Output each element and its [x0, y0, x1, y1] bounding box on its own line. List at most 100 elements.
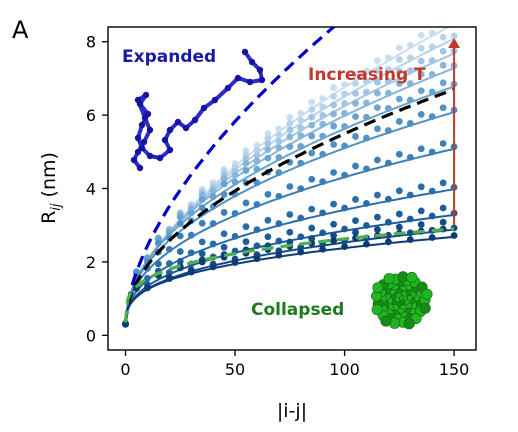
data-point: [297, 214, 305, 222]
data-point: [165, 260, 173, 267]
globule-bead: [419, 302, 431, 314]
data-point: [286, 133, 294, 141]
data-point: [308, 224, 316, 232]
globule-bead: [371, 304, 383, 316]
data-point: [220, 174, 228, 182]
data-point: [440, 20, 447, 27]
data-point: [439, 79, 447, 87]
data-point: [297, 185, 305, 193]
data-point: [209, 220, 217, 227]
data-point: [406, 80, 414, 87]
data-point: [220, 180, 228, 188]
data-point: [319, 132, 327, 140]
data-point: [308, 235, 316, 242]
chain-bead: [134, 148, 142, 156]
data-point: [330, 220, 338, 228]
data-point: [253, 255, 261, 263]
data-point: [264, 216, 272, 224]
data-point: [308, 132, 316, 140]
data-point: [253, 146, 261, 154]
y-tick-label: 4: [86, 180, 96, 199]
data-point: [439, 140, 447, 147]
data-point: [341, 225, 348, 233]
data-point: [319, 178, 327, 186]
data-point: [198, 219, 206, 227]
globule-bead: [406, 271, 418, 283]
data-point: [417, 57, 425, 65]
data-point: [275, 251, 283, 259]
data-point: [231, 178, 239, 186]
data-point: [187, 209, 195, 217]
data-point: [363, 240, 370, 248]
data-point: [297, 124, 305, 132]
data-point: [330, 169, 338, 176]
data-point: [450, 32, 458, 40]
reference-dashed-curve: [123, 27, 337, 323]
data-point: [406, 229, 414, 237]
data-point: [384, 218, 392, 226]
data-point: [220, 191, 228, 198]
globule-bead: [403, 318, 415, 330]
data-point: [341, 123, 348, 130]
data-point: [275, 237, 283, 245]
data-point: [253, 142, 261, 149]
data-point: [352, 229, 359, 236]
data-point: [341, 80, 348, 88]
chain-bead: [200, 104, 208, 112]
chain-bead: [191, 116, 199, 124]
data-point: [352, 217, 359, 225]
data-point: [406, 41, 414, 49]
panel-label: A: [12, 16, 29, 44]
data-point: [319, 245, 327, 253]
data-point: [330, 122, 338, 130]
data-point: [242, 238, 250, 246]
y-tick-label: 2: [86, 253, 96, 272]
data-point: [264, 154, 272, 162]
y-axis-label: Rij (nm): [38, 152, 64, 224]
data-point: [253, 152, 261, 159]
data-point: [286, 126, 294, 134]
data-point: [374, 226, 381, 234]
data-point: [330, 200, 338, 208]
data-point: [242, 167, 250, 174]
chain-bead: [130, 156, 138, 164]
chain-bead: [138, 121, 146, 129]
data-point: [439, 179, 447, 187]
data-point: [341, 171, 348, 179]
chain-bead: [140, 138, 148, 146]
data-point: [352, 196, 359, 203]
chain-bead: [142, 91, 150, 99]
data-point: [374, 57, 381, 64]
data-point: [330, 84, 338, 92]
data-point: [417, 221, 425, 228]
expanded-label: Expanded: [122, 47, 216, 67]
data-point: [330, 101, 338, 109]
data-point: [275, 144, 283, 152]
data-point: [231, 232, 239, 240]
chain-bead: [134, 134, 142, 142]
reference-curves: [123, 27, 455, 323]
data-point: [406, 191, 414, 199]
data-point: [428, 148, 436, 156]
data-point: [253, 165, 261, 173]
data-point: [264, 190, 272, 198]
data-point: [154, 260, 162, 268]
data-point: [286, 228, 294, 236]
chain-bead: [241, 48, 249, 56]
data-point: [428, 29, 436, 37]
data-point: [395, 56, 403, 63]
data-point: [352, 162, 359, 170]
data-point: [275, 192, 283, 200]
data-point: [220, 209, 228, 216]
data-point: [319, 209, 327, 217]
data-point: [319, 103, 327, 111]
chain-bead: [258, 76, 266, 84]
data-point: [341, 243, 348, 251]
data-point: [363, 88, 370, 96]
chain-bead: [134, 96, 142, 104]
data-point: [253, 201, 261, 208]
data-point: [406, 215, 414, 223]
data-point: [363, 222, 370, 229]
data-point: [308, 175, 316, 183]
data-point: [352, 113, 359, 121]
